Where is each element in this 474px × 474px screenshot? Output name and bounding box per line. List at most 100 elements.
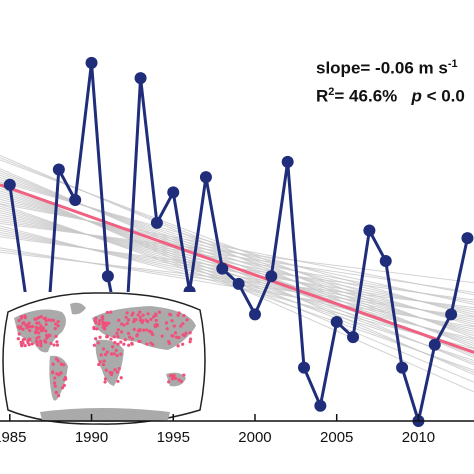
station-dot bbox=[109, 352, 114, 356]
station-dot bbox=[54, 334, 58, 338]
station-dot bbox=[168, 374, 172, 378]
station-dot bbox=[112, 352, 116, 356]
station-dot bbox=[30, 342, 34, 346]
stations bbox=[16, 310, 193, 398]
eurasia bbox=[92, 306, 196, 350]
band-line bbox=[0, 203, 474, 296]
station-dot bbox=[142, 328, 146, 332]
station-dot bbox=[33, 317, 37, 321]
station-dot bbox=[53, 326, 57, 331]
station-dot bbox=[145, 328, 149, 332]
data-point bbox=[461, 232, 474, 245]
station-dot bbox=[39, 315, 43, 319]
station-dot bbox=[51, 362, 55, 366]
data-point bbox=[298, 361, 311, 374]
data-point bbox=[232, 277, 245, 290]
station-dot bbox=[170, 377, 175, 381]
station-dot bbox=[55, 372, 59, 376]
station-dot bbox=[107, 321, 111, 325]
station-dot bbox=[99, 353, 103, 357]
station-dot bbox=[122, 342, 126, 346]
station-dot bbox=[55, 340, 59, 344]
data-point bbox=[3, 178, 16, 191]
data-point bbox=[199, 171, 212, 184]
station-dot bbox=[184, 331, 188, 335]
station-dot bbox=[62, 377, 67, 382]
station-dot bbox=[138, 318, 143, 323]
data-point bbox=[314, 399, 327, 412]
r2-symbol: R bbox=[316, 86, 329, 106]
station-dot bbox=[36, 321, 40, 325]
station-dot bbox=[54, 390, 58, 395]
data-point bbox=[363, 224, 376, 237]
station-dot bbox=[103, 377, 108, 381]
station-dot bbox=[149, 330, 153, 334]
station-dot bbox=[19, 316, 24, 320]
station-dot bbox=[98, 335, 102, 339]
station-dot bbox=[101, 363, 106, 367]
station-dot bbox=[96, 341, 100, 345]
station-dot bbox=[188, 331, 192, 335]
station-dot bbox=[54, 357, 59, 361]
station-dot bbox=[153, 312, 158, 316]
station-dot bbox=[136, 329, 140, 333]
station-dot bbox=[44, 319, 48, 323]
station-dot bbox=[105, 334, 109, 338]
station-dot bbox=[53, 384, 57, 388]
station-dot bbox=[103, 380, 107, 384]
station-dot bbox=[176, 344, 180, 348]
station-dot bbox=[179, 324, 183, 328]
station-dot bbox=[120, 322, 124, 326]
station-dot bbox=[144, 318, 148, 322]
slope-annotation: slope= -0.06 m s-1 bbox=[316, 58, 458, 79]
station-dot bbox=[157, 310, 162, 314]
south-america bbox=[49, 355, 68, 401]
station-dot bbox=[29, 325, 34, 329]
station-dot bbox=[130, 313, 134, 317]
station-dot bbox=[37, 315, 41, 320]
x-axis: 1985 1990 1995 2000 2005 2010 bbox=[0, 414, 474, 446]
data-point bbox=[428, 338, 441, 351]
station-dot bbox=[98, 360, 102, 364]
station-dot bbox=[16, 325, 20, 329]
station-dot bbox=[119, 352, 123, 356]
station-dot bbox=[179, 379, 183, 384]
station-dot bbox=[134, 318, 138, 322]
station-dot bbox=[116, 334, 120, 339]
data-point bbox=[396, 361, 409, 374]
station-dot bbox=[167, 339, 171, 344]
data-point bbox=[167, 186, 180, 199]
data-point bbox=[216, 262, 229, 275]
station-dot bbox=[136, 313, 140, 317]
station-dot bbox=[182, 333, 187, 338]
station-dot bbox=[17, 319, 21, 323]
station-dot bbox=[37, 335, 41, 339]
data-point bbox=[248, 308, 261, 321]
station-dot bbox=[41, 328, 45, 332]
station-dot bbox=[97, 322, 101, 326]
greenland bbox=[70, 302, 86, 315]
station-dot bbox=[124, 315, 128, 320]
station-dot bbox=[115, 354, 119, 358]
station-dot bbox=[115, 331, 119, 335]
station-dot bbox=[101, 347, 106, 351]
station-dot bbox=[92, 325, 96, 329]
station-dot bbox=[164, 321, 169, 325]
station-dot bbox=[105, 350, 109, 354]
station-dot bbox=[117, 318, 121, 322]
station-dot bbox=[56, 320, 60, 324]
station-dot bbox=[52, 381, 57, 385]
station-dot bbox=[126, 318, 131, 322]
station-dot bbox=[126, 331, 131, 336]
station-dot bbox=[98, 319, 102, 323]
station-dot bbox=[21, 327, 25, 331]
station-dot bbox=[27, 325, 31, 329]
station-dot bbox=[43, 339, 47, 343]
station-dot bbox=[176, 313, 180, 317]
station-dot bbox=[46, 333, 50, 337]
data-point bbox=[85, 56, 98, 69]
station-dot bbox=[92, 343, 96, 347]
data-point bbox=[281, 155, 294, 168]
station-dot bbox=[55, 343, 60, 347]
station-dot bbox=[58, 371, 62, 375]
